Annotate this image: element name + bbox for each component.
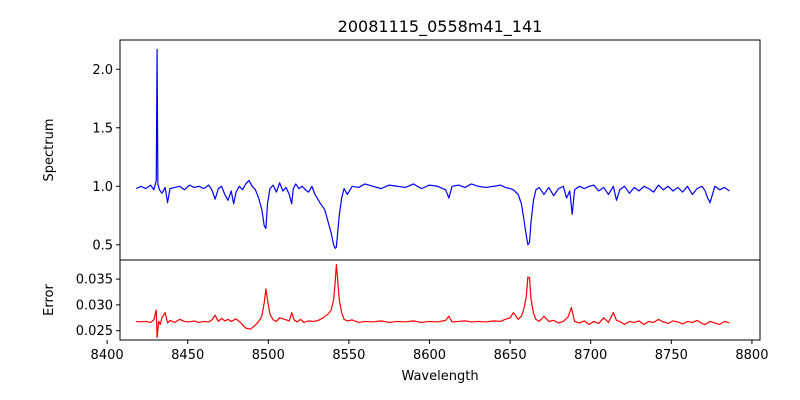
x-axis-label: Wavelength (401, 369, 478, 384)
error-y-ticks: 0.025 0.030 0.035 (76, 273, 120, 339)
spectrum-y-axis-label: Spectrum (42, 119, 57, 182)
x-tick-label: 8550 (332, 348, 365, 363)
error-y-tick-label: 0.030 (76, 298, 113, 313)
error-series-line (136, 264, 730, 339)
chart-title: 20081115_0558m41_141 (338, 17, 543, 37)
x-tick-label: 8700 (574, 348, 607, 363)
error-y-tick-label: 0.035 (76, 273, 113, 288)
x-tick-label: 8750 (655, 348, 688, 363)
error-y-tick-label: 0.025 (76, 324, 113, 339)
x-tick-label: 8650 (494, 348, 527, 363)
x-tick-label: 8800 (735, 348, 768, 363)
error-panel: Error 0.025 0.030 0.035 (42, 259, 761, 341)
spectrum-y-tick-label: 0.5 (92, 238, 113, 253)
spectrum-y-tick-label: 1.5 (92, 121, 113, 136)
error-y-axis-label: Error (42, 284, 57, 316)
x-axis-ticks: 8400 8450 8500 8550 8600 8650 8700 8750 8800 (91, 340, 768, 363)
x-tick-label: 8450 (171, 348, 204, 363)
x-tick-label: 8500 (252, 348, 285, 363)
x-tick-label: 8400 (91, 348, 124, 363)
spectrum-y-ticks: 0.5 1.0 1.5 2.0 (92, 63, 120, 253)
error-frame (119, 259, 761, 341)
error-plot-area (136, 264, 730, 339)
spectrum-frame (119, 39, 761, 261)
spectrum-series-line (135, 48, 730, 249)
spectrum-plot-area (135, 48, 730, 249)
spectrum-y-tick-label: 1.0 (92, 180, 113, 195)
x-tick-label: 8600 (413, 348, 446, 363)
spectrum-panel: Spectrum 0.5 1.0 1.5 2.0 (42, 39, 761, 261)
spectrum-y-tick-label: 2.0 (92, 63, 113, 78)
